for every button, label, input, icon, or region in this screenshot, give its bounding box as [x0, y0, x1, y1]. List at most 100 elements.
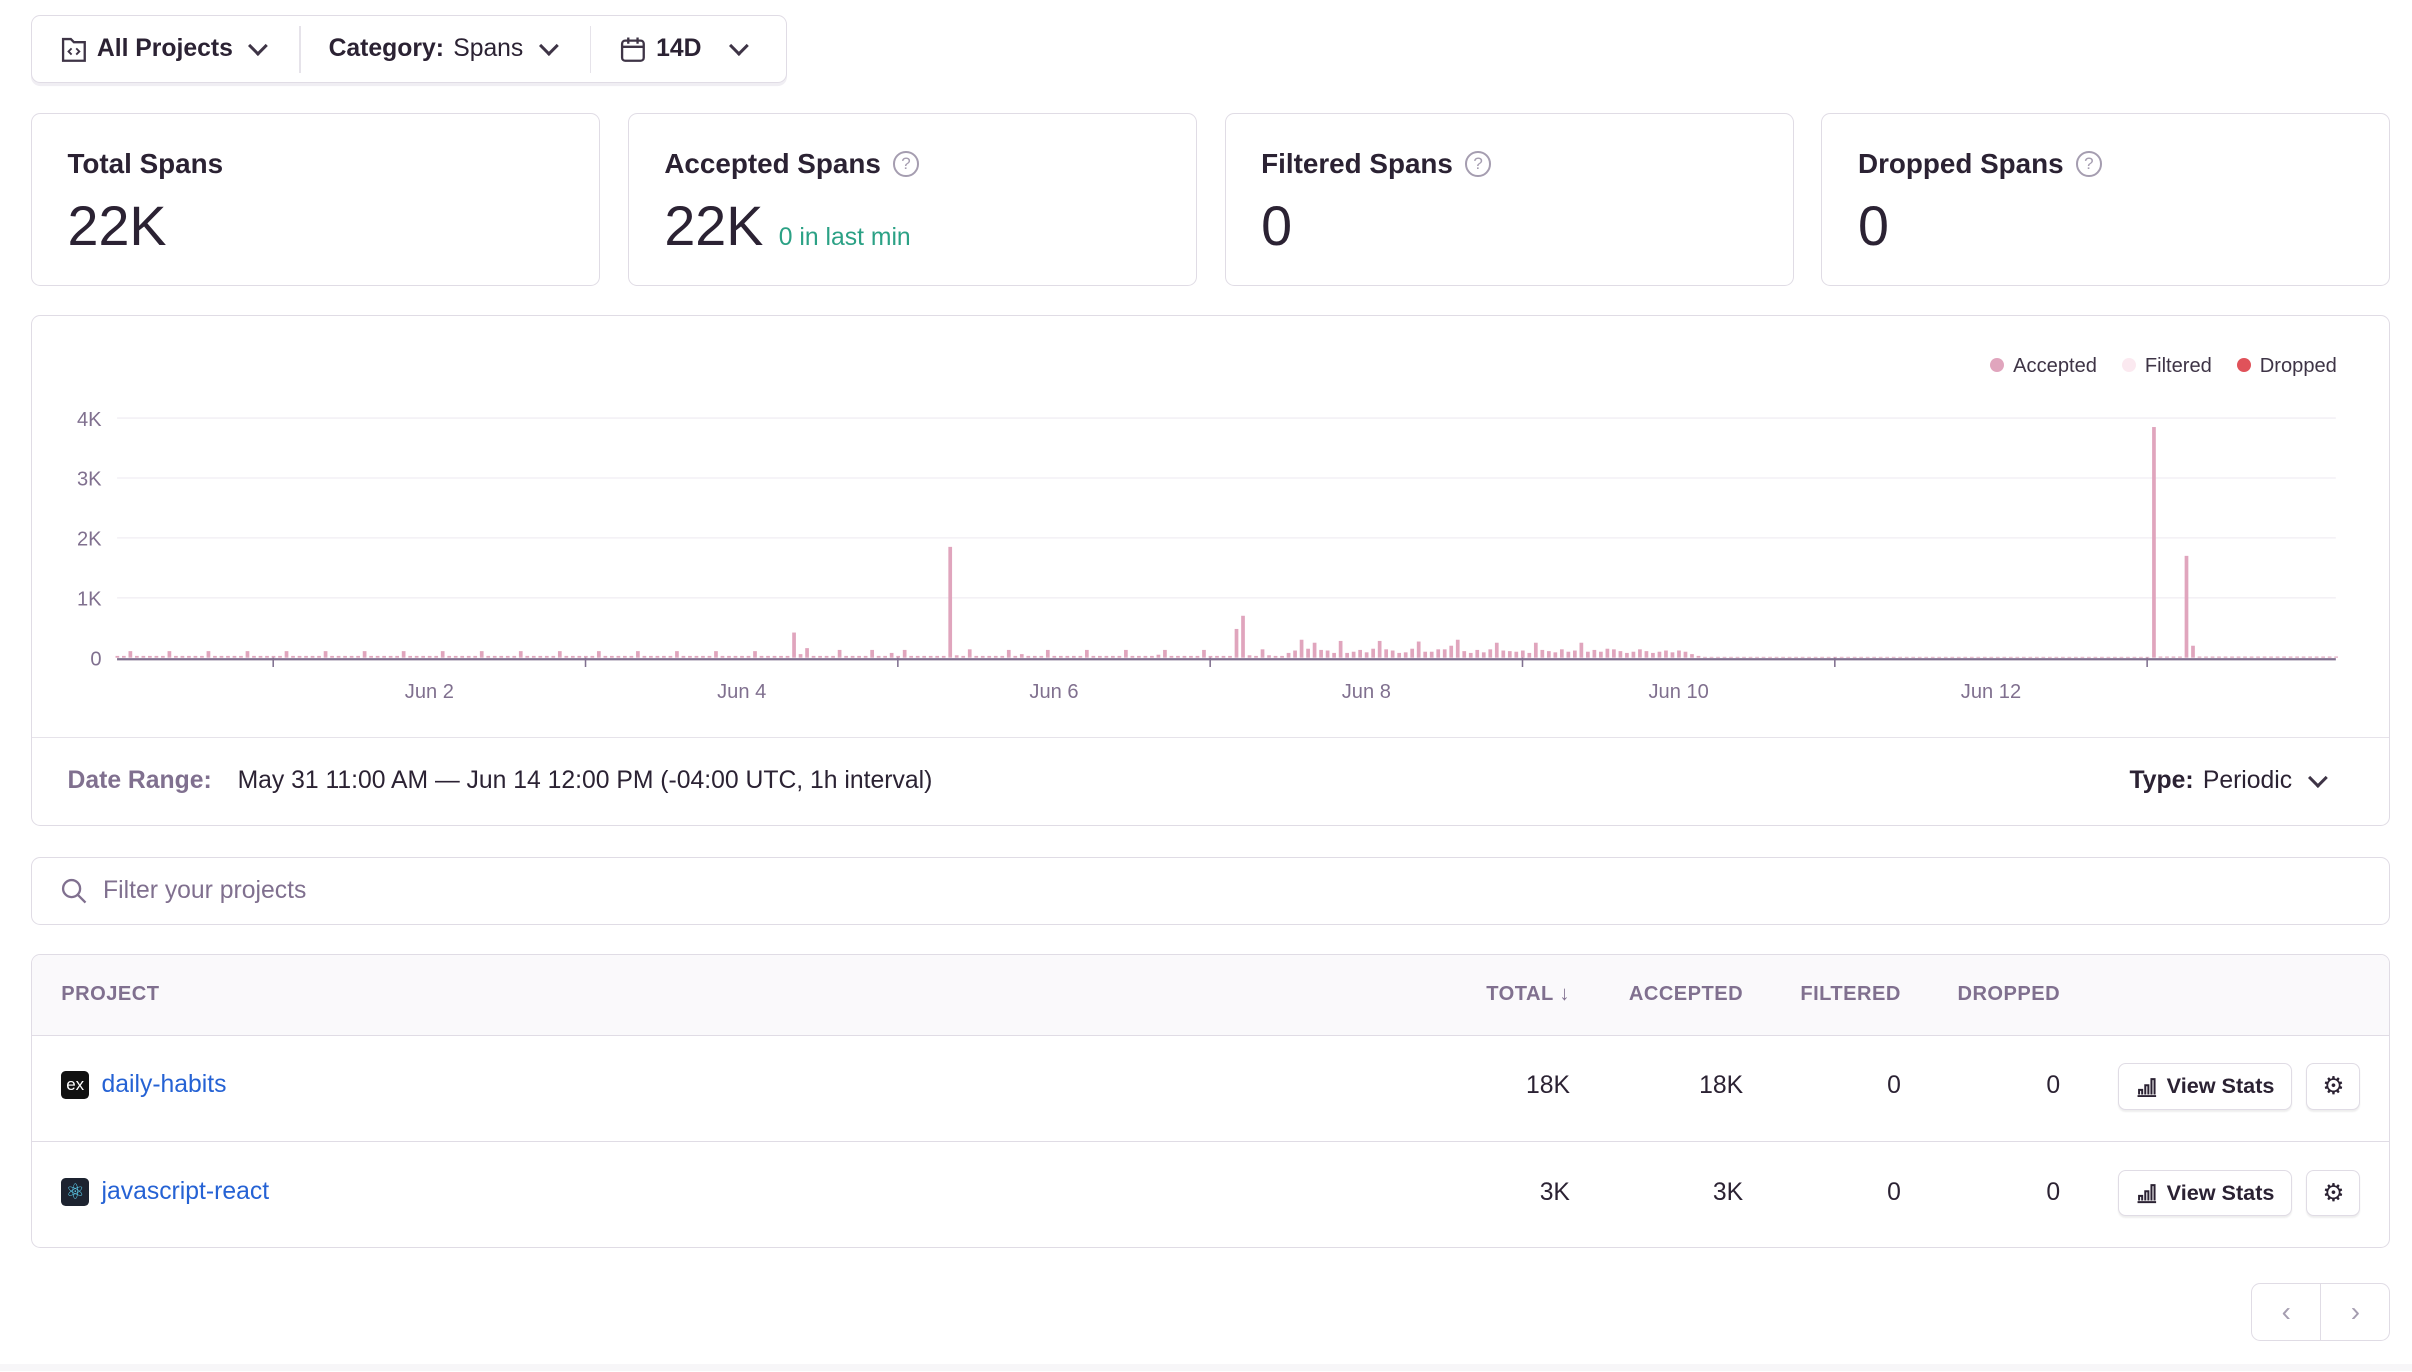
help-icon[interactable]: ? — [1465, 151, 1491, 177]
bar — [2080, 657, 2085, 659]
y-tick-label: 0 — [90, 649, 101, 671]
bar — [284, 651, 289, 659]
view-stats-button[interactable]: View Stats — [2117, 1169, 2293, 1217]
gear-icon: ⚙ — [2322, 1180, 2345, 1208]
bar — [557, 651, 562, 659]
card-value: 0 — [1857, 195, 1889, 258]
card-title: Dropped Spans — [1857, 147, 2064, 179]
header-total[interactable]: TOTAL ↓ — [1486, 983, 1570, 1006]
bar — [492, 656, 497, 659]
bar — [1742, 657, 1746, 659]
bar — [1345, 653, 1349, 659]
bar — [2243, 656, 2247, 659]
bar — [356, 656, 360, 659]
project-link[interactable]: javascript-react — [101, 1177, 270, 1205]
bar — [1696, 656, 1701, 659]
bar — [772, 656, 777, 659]
view-stats-label: View Stats — [2166, 1073, 2275, 1099]
search-input[interactable] — [99, 875, 2271, 907]
bar — [447, 656, 451, 659]
help-icon[interactable]: ? — [893, 151, 919, 177]
bar — [1533, 643, 1538, 659]
legend-item-dropped[interactable]: Dropped — [2236, 355, 2337, 378]
project-folder-icon — [61, 37, 86, 62]
bar — [505, 656, 510, 659]
bar — [2165, 656, 2169, 659]
bar — [746, 656, 751, 659]
bar — [935, 656, 939, 659]
previous-page-button[interactable]: ‹ — [2281, 1295, 2291, 1327]
x-tick-label: Jun 4 — [717, 681, 766, 703]
bar — [798, 654, 803, 659]
bar — [1872, 657, 1876, 659]
bar — [440, 651, 445, 659]
date-selector[interactable]: 14D — [591, 16, 780, 82]
bar — [2047, 657, 2052, 659]
legend-item-filtered[interactable]: Filtered — [2121, 355, 2212, 378]
bar — [2106, 657, 2111, 659]
date-selector-label: 14D — [656, 35, 702, 63]
calendar-icon — [620, 37, 645, 62]
page-filter-bar: All Projects Category: Spans 14D — [30, 15, 787, 84]
bar-chart: 0 1K 2K 3K 4K Jun 2 Jun 4 Jun 6 Jun 8 Jun 10 Jun 1… — [77, 409, 2338, 703]
legend-dot — [2236, 358, 2251, 373]
bar — [551, 656, 556, 659]
project-settings-button[interactable]: ⚙ — [2306, 1063, 2361, 1110]
bar — [1800, 657, 1805, 659]
help-icon[interactable]: ? — [2075, 151, 2102, 177]
bar — [759, 656, 764, 659]
bar — [1442, 649, 1447, 659]
bar — [1169, 656, 1174, 659]
bar — [349, 656, 354, 659]
header-filtered: FILTERED — [1800, 982, 1901, 1005]
bar — [811, 656, 816, 659]
bar — [2301, 656, 2306, 659]
legend-label: Accepted — [2013, 355, 2097, 378]
x-tick-label: Jun 12 — [1961, 681, 2021, 703]
bar — [941, 656, 946, 659]
card-title: Total Spans — [67, 147, 224, 179]
bar — [2191, 646, 2195, 659]
project-selector[interactable]: All Projects — [32, 16, 299, 82]
bar — [1637, 649, 1642, 659]
bar — [486, 656, 491, 659]
category-selector[interactable]: Category: Spans — [301, 16, 590, 82]
header-project: PROJECT — [61, 982, 160, 1005]
date-range-label: Date Range: — [67, 767, 212, 795]
view-stats-button[interactable]: View Stats — [2117, 1063, 2293, 1110]
card-subvalue: 0 in last min — [778, 224, 911, 252]
bar — [115, 656, 120, 659]
bar — [167, 651, 172, 659]
bar — [622, 656, 627, 659]
bar — [2002, 657, 2007, 659]
bar — [1917, 657, 1922, 659]
project-link[interactable]: daily-habits — [101, 1070, 227, 1098]
bar — [121, 656, 126, 659]
bar — [1885, 657, 1889, 659]
cell-filtered: 0 — [1887, 1072, 1901, 1100]
bar — [1898, 657, 1902, 659]
bar — [1904, 657, 1909, 659]
bar — [753, 651, 757, 659]
bar — [147, 656, 152, 659]
legend-item-accepted[interactable]: Accepted — [1989, 355, 2097, 378]
bar — [1013, 656, 1018, 659]
bar — [473, 656, 477, 659]
bar — [1995, 657, 2000, 659]
bar — [395, 656, 399, 659]
x-tick-label: Jun 8 — [1342, 681, 1391, 703]
bar — [1605, 649, 1610, 659]
bar — [1878, 657, 1883, 659]
bar — [1241, 616, 1245, 659]
bar — [2054, 657, 2059, 659]
bar — [629, 656, 634, 659]
project-settings-button[interactable]: ⚙ — [2306, 1169, 2361, 1217]
legend-dot — [2121, 358, 2136, 373]
bar — [642, 656, 647, 659]
bar — [1813, 657, 1818, 659]
bar — [837, 650, 842, 659]
bar — [499, 656, 504, 659]
type-selector[interactable]: Type: Periodic — [2129, 767, 2330, 795]
next-page-button[interactable]: › — [2320, 1284, 2389, 1340]
bar — [2028, 657, 2033, 659]
